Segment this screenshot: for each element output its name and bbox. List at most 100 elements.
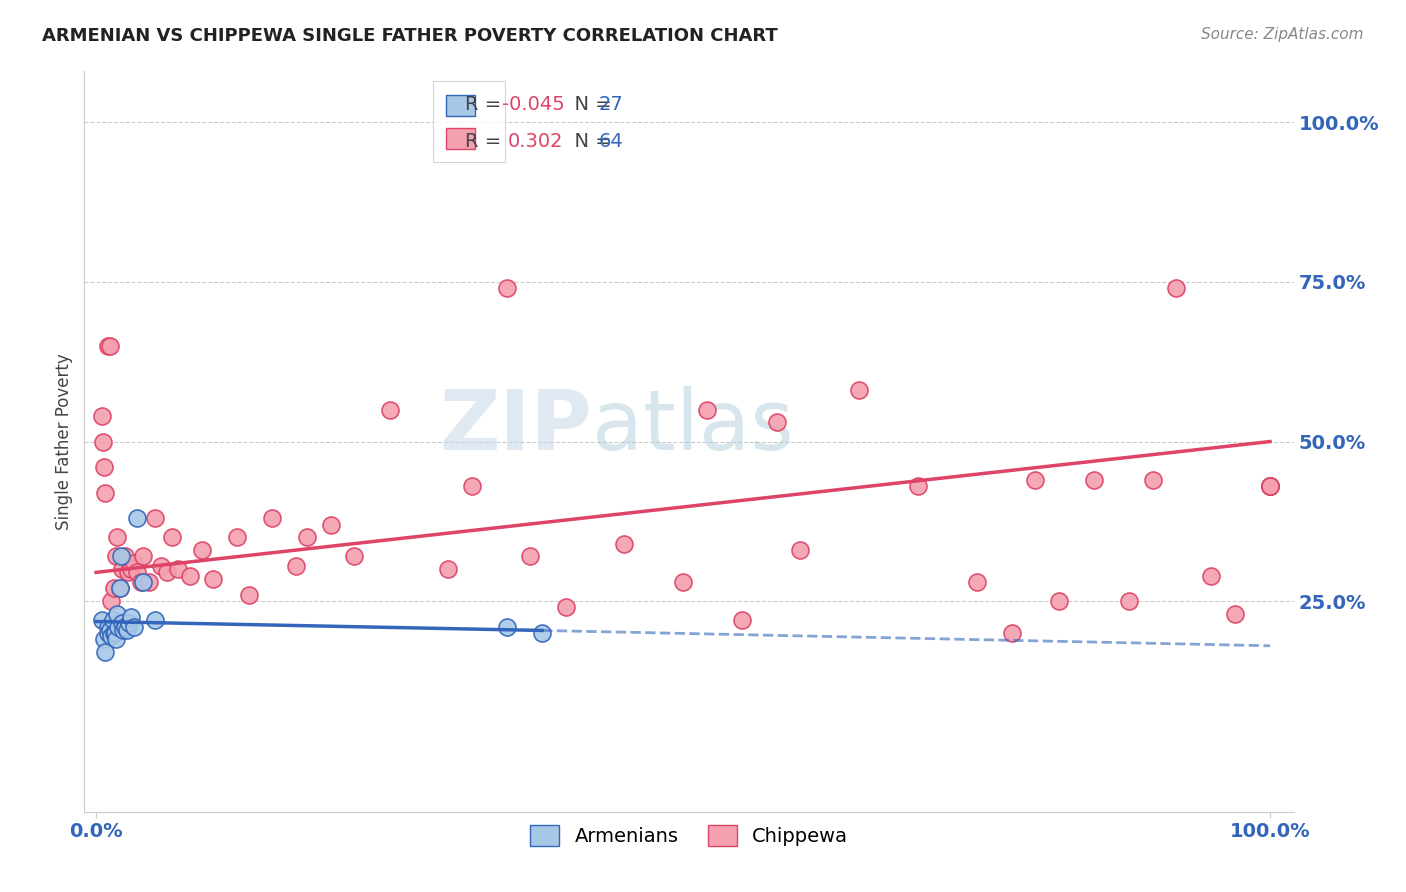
Point: [1258, 479, 1281, 493]
Point: [149, 559, 172, 574]
Point: [1047, 594, 1070, 608]
Text: 0.302: 0.302: [508, 132, 562, 152]
Point: [672, 574, 695, 589]
Point: [848, 384, 870, 398]
Point: [91, 434, 114, 449]
Legend: Armenians, Chippewa: Armenians, Chippewa: [522, 817, 856, 854]
Text: N =: N =: [562, 95, 619, 114]
Point: [94, 645, 117, 659]
Point: [966, 574, 988, 589]
Point: [100, 629, 122, 643]
Point: [167, 562, 190, 576]
Point: [190, 543, 212, 558]
Point: [105, 632, 128, 647]
Point: [202, 572, 225, 586]
Point: [91, 613, 114, 627]
Point: [111, 616, 134, 631]
Point: [907, 479, 929, 493]
Point: [111, 562, 134, 576]
Point: [262, 511, 284, 525]
Text: R =: R =: [465, 95, 508, 114]
Point: [1166, 281, 1188, 295]
Point: [1223, 607, 1246, 621]
Point: [103, 582, 125, 596]
Point: [1083, 473, 1105, 487]
Point: [496, 281, 519, 295]
Point: [766, 416, 789, 430]
Point: [138, 574, 160, 589]
Point: [93, 460, 115, 475]
Point: [104, 626, 127, 640]
Point: [120, 562, 142, 576]
Point: [554, 600, 576, 615]
Point: [114, 619, 136, 633]
Point: [496, 619, 519, 633]
Text: ARMENIAN VS CHIPPEWA SINGLE FATHER POVERTY CORRELATION CHART: ARMENIAN VS CHIPPEWA SINGLE FATHER POVER…: [42, 27, 778, 45]
Text: R =: R =: [465, 132, 515, 152]
Point: [1258, 479, 1281, 493]
Point: [93, 632, 115, 647]
Point: [122, 556, 145, 570]
Point: [162, 530, 184, 544]
Point: [108, 582, 131, 596]
Point: [105, 549, 128, 564]
Point: [238, 588, 260, 602]
Text: 27: 27: [599, 95, 623, 114]
Point: [101, 613, 124, 627]
Point: [1258, 479, 1281, 493]
Point: [319, 517, 342, 532]
Point: [115, 623, 138, 637]
Point: [132, 574, 155, 589]
Point: [1024, 473, 1046, 487]
Point: [122, 619, 145, 633]
Text: 64: 64: [599, 132, 623, 152]
Point: [531, 626, 554, 640]
Point: [343, 549, 366, 564]
Point: [129, 574, 152, 589]
Point: [284, 559, 307, 574]
Point: [97, 339, 120, 353]
Point: [97, 619, 120, 633]
Text: N =: N =: [562, 132, 619, 152]
Point: [378, 402, 401, 417]
Point: [97, 626, 120, 640]
Point: [105, 607, 128, 621]
Point: [155, 566, 177, 580]
Point: [108, 582, 131, 596]
Y-axis label: Single Father Poverty: Single Father Poverty: [55, 353, 73, 530]
Point: [789, 543, 811, 558]
Point: [127, 511, 149, 525]
Point: [696, 402, 718, 417]
Point: [105, 530, 128, 544]
Point: [1118, 594, 1140, 608]
Point: [94, 485, 117, 500]
Point: [143, 511, 166, 525]
Point: [100, 594, 122, 608]
Point: [1142, 473, 1164, 487]
Point: [117, 566, 139, 580]
Point: [98, 623, 121, 637]
Point: [519, 549, 541, 564]
Point: [110, 549, 132, 564]
Point: [1001, 626, 1024, 640]
Point: [143, 613, 166, 627]
Point: [1258, 479, 1281, 493]
Text: Source: ZipAtlas.com: Source: ZipAtlas.com: [1201, 27, 1364, 42]
Point: [179, 568, 201, 582]
Point: [118, 616, 141, 631]
Point: [437, 562, 460, 576]
Point: [107, 619, 129, 633]
Point: [98, 339, 121, 353]
Point: [1201, 568, 1223, 582]
Point: [103, 626, 125, 640]
Point: [731, 613, 754, 627]
Point: [1258, 479, 1281, 493]
Point: [114, 549, 136, 564]
Point: [226, 530, 249, 544]
Point: [613, 536, 636, 550]
Text: -0.045: -0.045: [502, 95, 564, 114]
Point: [297, 530, 319, 544]
Text: ZIP: ZIP: [440, 386, 592, 467]
Point: [461, 479, 484, 493]
Point: [120, 610, 142, 624]
